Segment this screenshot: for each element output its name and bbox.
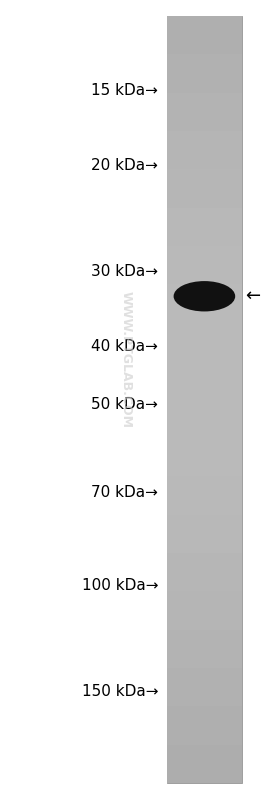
- Text: 100 kDa→: 100 kDa→: [82, 578, 158, 594]
- Bar: [167, 16, 242, 54]
- Text: WWW.PTGLAB.COM: WWW.PTGLAB.COM: [120, 291, 132, 428]
- Bar: [167, 591, 242, 630]
- Text: 40 kDa→: 40 kDa→: [91, 339, 158, 354]
- Bar: [167, 284, 242, 323]
- Text: 150 kDa→: 150 kDa→: [82, 685, 158, 699]
- Bar: [167, 93, 242, 131]
- Bar: [167, 246, 242, 284]
- Ellipse shape: [174, 281, 235, 312]
- Bar: [167, 323, 242, 361]
- Bar: [167, 515, 242, 553]
- Text: 20 kDa→: 20 kDa→: [91, 158, 158, 173]
- Bar: [167, 553, 242, 591]
- Text: 70 kDa→: 70 kDa→: [91, 485, 158, 500]
- Bar: [167, 476, 242, 515]
- Bar: [167, 131, 242, 169]
- Text: 30 kDa→: 30 kDa→: [91, 264, 158, 279]
- Text: 50 kDa→: 50 kDa→: [91, 397, 158, 412]
- Bar: [167, 630, 242, 668]
- Bar: [167, 400, 242, 438]
- Bar: [167, 438, 242, 476]
- Bar: [167, 361, 242, 400]
- Bar: [167, 169, 242, 208]
- Text: 15 kDa→: 15 kDa→: [91, 83, 158, 97]
- Bar: [167, 745, 242, 783]
- Bar: [167, 706, 242, 745]
- Bar: [167, 54, 242, 93]
- Text: ←: ←: [245, 288, 260, 305]
- Bar: [167, 16, 242, 783]
- Bar: [167, 208, 242, 246]
- Bar: [167, 668, 242, 706]
